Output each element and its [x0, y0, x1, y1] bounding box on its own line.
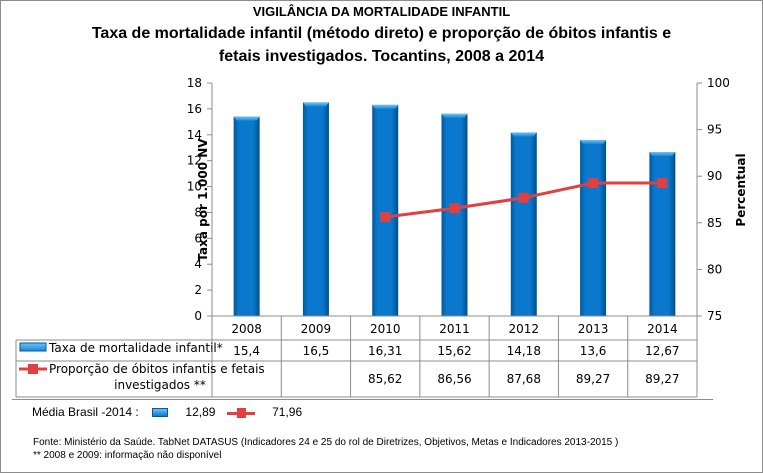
media-bar-value: 12,89	[185, 405, 216, 419]
chart-title: Taxa de mortalidade infantil (método dir…	[0, 22, 763, 68]
separator	[12, 399, 713, 400]
bar-cap-2010	[372, 104, 399, 109]
chart-title-line2: fetais investigados. Tocantins, 2008 a 2…	[218, 48, 545, 65]
line-data-label: 89,27	[645, 372, 679, 386]
media-brasil: Média Brasil -2014 : 12,89 71,96	[32, 405, 302, 419]
legend-bar-icon	[19, 342, 47, 352]
legend-line-marker	[28, 364, 38, 374]
line-data-label: 89,27	[576, 372, 610, 386]
y-tick-label: 16	[187, 102, 202, 116]
bar-data-label: 16,5	[303, 344, 330, 358]
y-tick-label: 6	[194, 231, 202, 245]
footer: Fonte: Ministério da Saúde. TabNet DATAS…	[33, 436, 618, 462]
bar-data-label: 12,67	[645, 344, 679, 358]
bar-data-label: 15,4	[233, 344, 260, 358]
bar-cap-2014	[649, 151, 676, 156]
bar-cap-2008	[233, 116, 260, 121]
y2-axis-label: Percentual	[734, 153, 748, 226]
x-tick-label: 2014	[647, 322, 678, 336]
line-data-label: 85,62	[368, 372, 402, 386]
y2-tick-label: 85	[707, 216, 722, 230]
legend-line-label-2: investigados **	[114, 378, 206, 392]
bar-2013	[580, 139, 607, 316]
media-brasil-label: Média Brasil -2014 :	[32, 405, 139, 419]
bar-2008	[233, 116, 260, 317]
y2-tick-label: 80	[707, 262, 722, 276]
media-bar-icon	[152, 408, 169, 418]
line-point-2010	[380, 212, 391, 223]
bar-cap-2009	[302, 102, 329, 107]
media-line-value: 71,96	[272, 405, 303, 419]
bar-data-label: 16,31	[368, 344, 402, 358]
y-tick-label: 0	[194, 309, 202, 323]
y2-tick-label: 95	[707, 123, 722, 137]
bar-cap-2011	[441, 113, 468, 118]
y-tick-label: 18	[187, 76, 202, 90]
line-data-label: 86,56	[437, 372, 471, 386]
bar-2011	[441, 113, 468, 317]
y2-tick-label: 75	[707, 309, 722, 323]
bar-2014	[649, 151, 676, 316]
bar-2012	[510, 132, 537, 316]
line-point-2014	[657, 178, 668, 189]
x-tick-label: 2012	[509, 322, 540, 336]
bar-cap-2012	[510, 132, 537, 137]
y-tick-label: 14	[187, 128, 202, 142]
x-tick-label: 2013	[578, 322, 609, 336]
legend-bar-label: Taxa de mortalidade infantil*	[48, 341, 223, 355]
chart-supertitle: VIGILÂNCIA DA MORTALIDADE INFANTIL	[252, 4, 511, 19]
chart-title-line1: Taxa de mortalidade infantil (método dir…	[91, 25, 672, 42]
y-tick-label: 8	[194, 205, 202, 219]
availability-note: ** 2008 e 2009: informação não disponíve…	[33, 450, 222, 461]
bar-data-label: 14,18	[507, 344, 541, 358]
x-tick-label: 2009	[301, 322, 332, 336]
bar-data-label: 13,6	[580, 344, 607, 358]
media-line-icon	[226, 407, 255, 418]
line-point-2013	[588, 178, 599, 189]
x-tick-label: 2011	[439, 322, 470, 336]
y-tick-label: 4	[194, 257, 202, 271]
legend-line-label-1: Proporção de óbitos infantis e fetais	[49, 362, 265, 376]
line-point-2011	[449, 203, 460, 214]
x-tick-label: 2008	[231, 322, 262, 336]
y-axis-label: Taxa por 1.000 NV	[196, 138, 210, 262]
line-point-2012	[518, 192, 529, 203]
source-note: Fonte: Ministério da Saúde. TabNet DATAS…	[33, 437, 619, 448]
y2-tick-label: 100	[707, 76, 730, 90]
line-data-label: 87,68	[507, 372, 541, 386]
y-tick-label: 2	[194, 283, 202, 297]
y-tick-label: 12	[187, 154, 202, 168]
x-tick-label: 2010	[370, 322, 401, 336]
bar-data-label: 15,62	[437, 344, 471, 358]
y2-tick-label: 90	[707, 169, 722, 183]
bar-2010	[372, 104, 399, 316]
bar-cap-2013	[580, 139, 607, 144]
y-tick-label: 10	[187, 180, 202, 194]
bar-2009	[302, 102, 329, 317]
